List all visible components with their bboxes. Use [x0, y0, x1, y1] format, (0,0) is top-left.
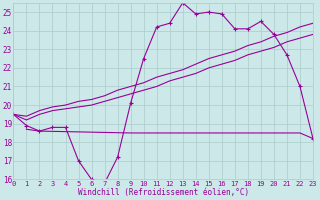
X-axis label: Windchill (Refroidissement éolien,°C): Windchill (Refroidissement éolien,°C): [78, 188, 249, 197]
